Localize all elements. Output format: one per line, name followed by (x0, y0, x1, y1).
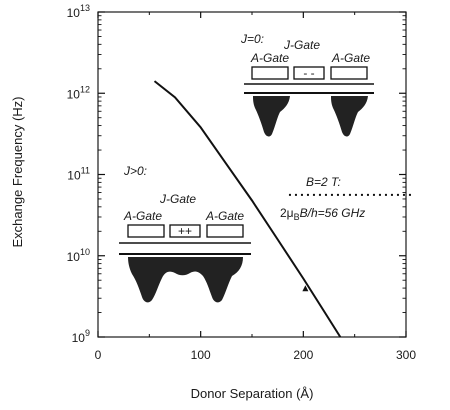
y-tick-label: 1013 (67, 3, 90, 20)
inset-j-zero-agate-right-label: A-Gate (331, 51, 370, 65)
x-tick-label: 200 (293, 348, 313, 362)
y-tick-label: 1010 (67, 247, 90, 264)
exchange-frequency-curve (153, 80, 342, 338)
inset-j-positive-agate-right-label: A-Gate (205, 209, 244, 223)
field-b-label: B=2 T: (306, 175, 341, 189)
x-tick-label: 300 (396, 348, 416, 362)
inset-j-zero-label: J=0: (240, 32, 264, 46)
inset-j-positive-agate-left (127, 224, 165, 238)
inset-j-zero-agate-left (251, 66, 289, 80)
inset-j-positive-jgate-label: J-Gate (159, 192, 196, 206)
inset-j-positive-agate-left-label: A-Gate (123, 209, 162, 223)
y-tick-label: 109 (72, 328, 90, 345)
inset-j-zero-donor-right (331, 96, 368, 137)
inset-j-zero-agate-right (330, 66, 368, 80)
inset-j-zero: J=0: J-Gate A-Gate A-Gate - - (240, 32, 374, 137)
inset-j-zero-jgate (293, 66, 325, 80)
y-tick-label: 1012 (67, 84, 90, 101)
field-frequency-label: 2μBB/h=56 GHz (280, 206, 365, 222)
x-axis-label: Donor Separation (Å) (191, 386, 314, 401)
inset-j-positive-agate-right (206, 224, 244, 238)
y-tick-label: 1011 (67, 166, 90, 183)
inset-j-positive-jgate (169, 224, 201, 238)
inset-j-positive-charge: ++ (178, 224, 192, 238)
inset-j-positive: J>0: J-Gate A-Gate A-Gate ++ (119, 164, 251, 303)
inset-j-zero-donor-left (253, 96, 290, 137)
inset-j-zero-charge: - - (303, 66, 314, 80)
inset-j-positive-donor-cloud (128, 257, 243, 303)
x-tick-label: 100 (191, 348, 211, 362)
tick-group: 0 100 200 300 109 1010 1011 1012 1013 (67, 3, 417, 362)
y-axis-label: Exchange Frequency (Hz) (10, 96, 25, 247)
x-tick-label: 0 (95, 348, 102, 362)
inset-j-zero-jgate-label: J-Gate (283, 38, 320, 52)
data-marker (302, 285, 309, 292)
inset-j-zero-agate-left-label: A-Gate (250, 51, 289, 65)
inset-j-positive-label: J>0: (123, 164, 147, 178)
